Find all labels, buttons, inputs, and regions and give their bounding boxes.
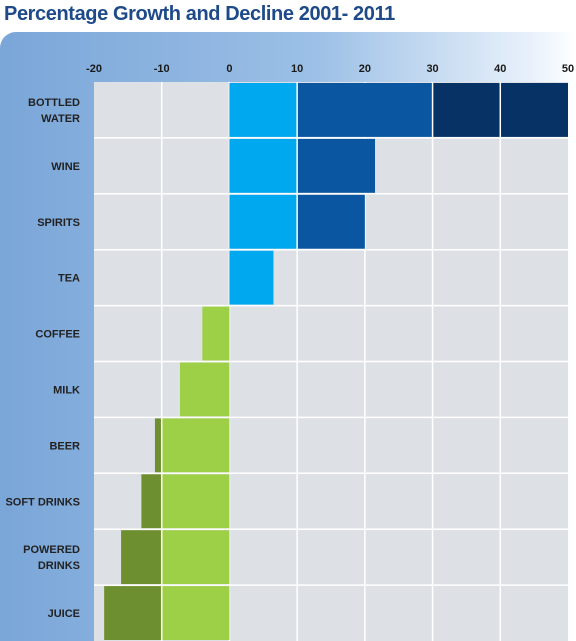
x-tick-label-4: 20 (359, 63, 371, 75)
bar-6-segment-0 (161, 418, 230, 473)
x-tick-label-1: -10 (154, 63, 170, 75)
bar-8-segment-0 (161, 530, 230, 585)
bar-4-segment-0 (202, 306, 230, 361)
chart-title: Percentage Growth and Decline 2001- 2011 (4, 3, 395, 25)
bar-0-segment-0 (229, 83, 298, 137)
category-label-7-0: SOFT DRINKS (5, 496, 80, 508)
category-label-9-0: JUICE (48, 608, 80, 620)
x-tick-label-5: 30 (426, 63, 438, 75)
bar-3-segment-0 (229, 250, 274, 305)
category-label-8-0: POWERED (23, 544, 80, 556)
x-tick-label-3: 10 (291, 63, 303, 75)
bar-9-segment-0 (161, 586, 230, 640)
category-label-0-1: WATER (41, 113, 80, 125)
category-label-4-0: COFFEE (35, 329, 80, 341)
bar-7-segment-1 (141, 474, 162, 529)
bar-chart: -20 -10 0 10 20 30 40 50 BOTTLED WATER WINE SPIRITS… (5, 63, 574, 641)
category-label-6-0: BEER (49, 440, 80, 452)
bar-2-segment-1 (297, 194, 365, 249)
category-label-1-0: WINE (51, 161, 80, 173)
bar-1-segment-1 (297, 138, 376, 193)
category-label-0-0: BOTTLED (28, 97, 80, 109)
bar-9-segment-1 (104, 586, 162, 640)
bar-8-segment-1 (121, 530, 162, 585)
x-tick-label-6: 40 (494, 63, 506, 75)
category-label-8-1: DRINKS (38, 560, 80, 572)
category-label-2-0: SPIRITS (37, 217, 80, 229)
bar-5-segment-0 (179, 362, 230, 417)
bar-6-segment-1 (154, 418, 162, 473)
bar-2-segment-0 (229, 194, 298, 249)
category-label-5-0: MILK (53, 384, 80, 396)
bar-1-segment-0 (229, 138, 298, 193)
x-tick-label-2: 0 (226, 63, 232, 75)
x-tick-label-7: 50 (562, 63, 574, 75)
x-tick-label-0: -20 (86, 63, 102, 75)
category-label-3-0: TEA (58, 273, 80, 285)
bar-7-segment-0 (161, 474, 230, 529)
bar-0-segment-1 (297, 83, 433, 137)
